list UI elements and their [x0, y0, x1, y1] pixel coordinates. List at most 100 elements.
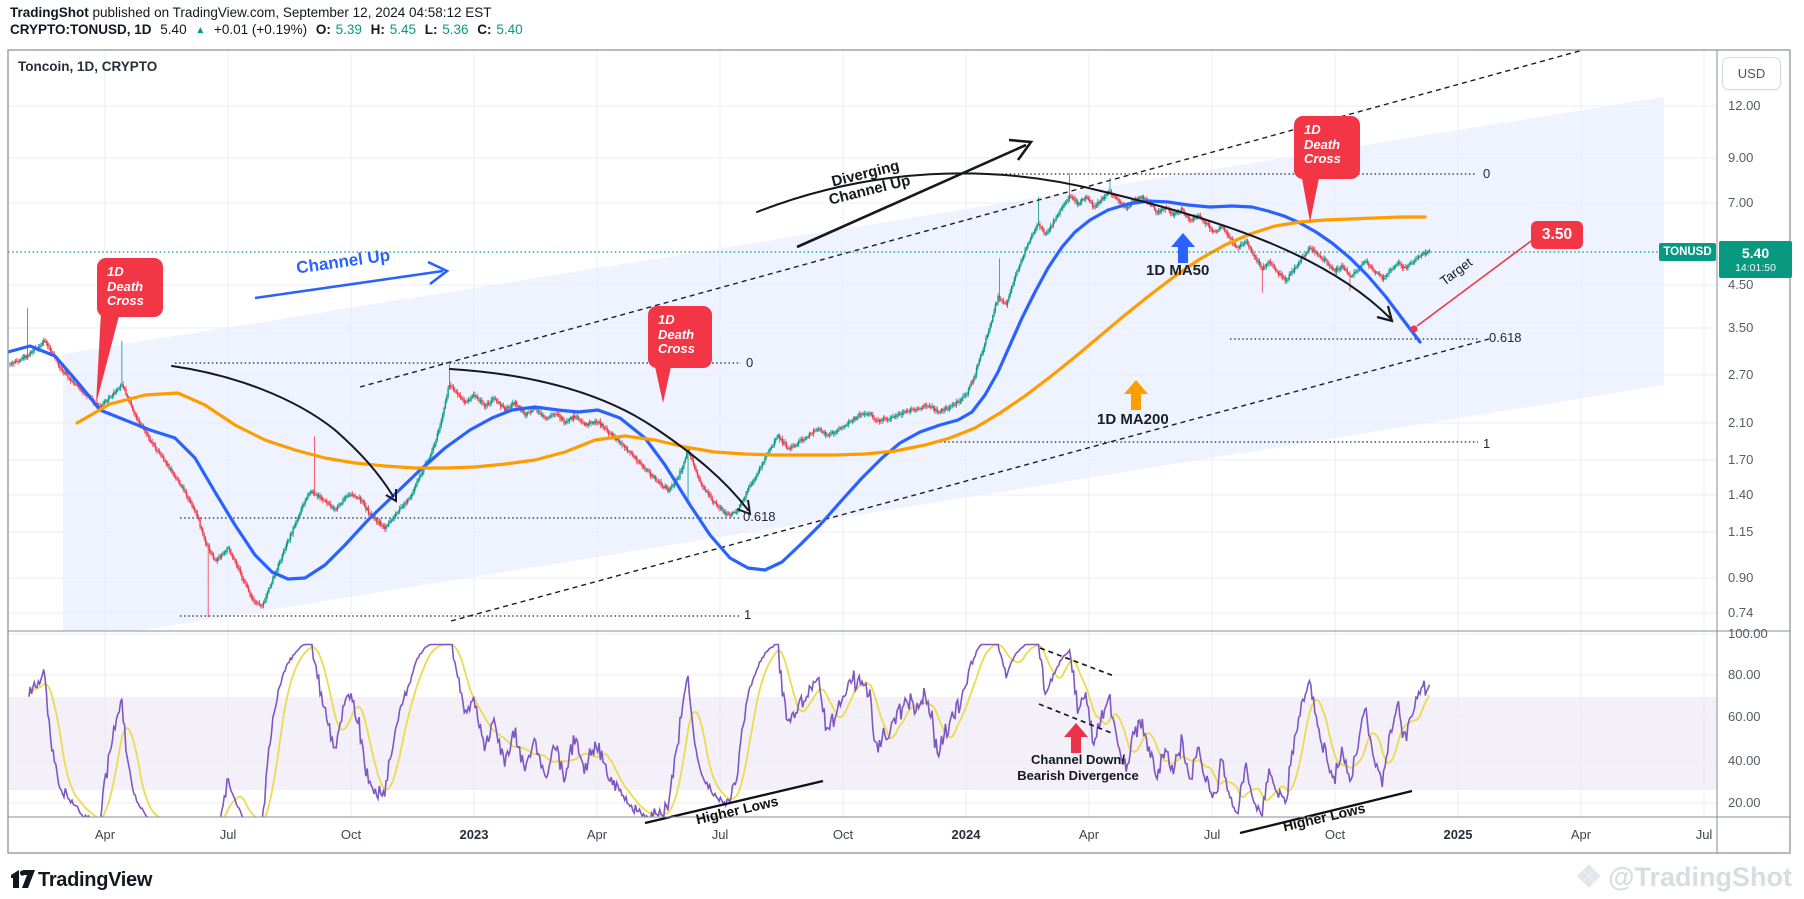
symbol-ohlc-row: CRYPTO:TONUSD, 1D 5.40 ▲ +0.01 (+0.19%) … — [10, 22, 528, 37]
author-name: TradingShot — [10, 5, 89, 20]
ma200-line — [75, 215, 1427, 470]
time-axis-tick: Oct — [340, 827, 362, 842]
watermark-text: @TradingShot — [1608, 862, 1792, 892]
fib-mid-0618: 0.618 — [743, 509, 776, 524]
bearish-divergence-arrow — [1064, 723, 1088, 753]
death-cross-callout-left[interactable]: 1D Death Cross — [97, 258, 163, 317]
time-axis-tick: Jul — [1695, 827, 1713, 842]
time-axis-tick: 2023 — [459, 827, 489, 842]
diverging-channel-upper-line — [359, 50, 1584, 388]
candlestick-series — [9, 173, 1431, 618]
close-label: C: — [477, 22, 492, 37]
time-axis-tick: Oct — [1324, 827, 1346, 842]
high-label: H: — [370, 22, 385, 37]
target-projection-line — [1416, 240, 1532, 327]
price-axis-tick: 1.40 — [1728, 487, 1754, 502]
price-up-triangle-icon: ▲ — [195, 25, 206, 36]
symbol-price-flag: TONUSD — [1659, 243, 1716, 261]
rsi-ma-line — [28, 643, 1431, 817]
price-axis-tick: 0.74 — [1728, 605, 1754, 620]
time-axis-tick: 2024 — [951, 827, 981, 842]
rsi-axis-tick: 40.00 — [1728, 753, 1761, 768]
low-value: 5.36 — [442, 22, 469, 37]
rounding-top-arc-right — [756, 172, 1391, 319]
chart-legend: Toncoin, 1D, CRYPTO — [18, 59, 158, 74]
price-axis-tick: 9.00 — [1728, 150, 1754, 165]
rsi-line — [28, 643, 1431, 817]
higher-lows-line-right — [1239, 789, 1413, 835]
rsi-axis-tick: 60.00 — [1728, 709, 1761, 724]
price-axis-tick: 0.90 — [1728, 570, 1754, 585]
diverging-arrow — [796, 143, 1027, 249]
channel-up-arrow — [254, 269, 444, 300]
ma50-line — [8, 199, 1422, 581]
price-axis-tick: 2.70 — [1728, 367, 1754, 382]
arc-arrowhead — [1376, 305, 1394, 323]
fib-mid-0: 0 — [746, 355, 754, 370]
price-axis-tick: 4.50 — [1728, 277, 1754, 292]
rsi-30-70-band — [8, 697, 1717, 790]
close-value: 5.40 — [496, 22, 523, 37]
callout-tail — [654, 362, 672, 403]
price-axis-tick: 7.00 — [1728, 195, 1754, 210]
time-axis-tick: Jul — [1203, 827, 1221, 842]
author-watermark: ❖ @TradingShot — [1575, 860, 1792, 895]
target-projection-dot — [1410, 325, 1418, 333]
time-axis-tick: Apr — [586, 827, 608, 842]
fib-right-0618: 0.618 — [1489, 330, 1522, 345]
death-cross-callout-mid[interactable]: 1D Death Cross — [648, 306, 712, 368]
fib-right-1: 1 — [1483, 436, 1491, 451]
time-axis-tick: Jul — [219, 827, 237, 842]
price-axis-tick: 1.70 — [1728, 452, 1754, 467]
rounding-top-arc-mid — [449, 368, 749, 511]
price-axis-tick: 1.15 — [1728, 524, 1754, 539]
watermark-logo-icon: ❖ — [1575, 861, 1603, 894]
callout-tail — [1301, 173, 1320, 222]
higher-lows-line-left — [644, 779, 824, 825]
time-axis-tick: Oct — [832, 827, 854, 842]
price-axis-tick: 12.00 — [1728, 98, 1761, 113]
tradingview-logo-icon[interactable] — [10, 869, 36, 893]
time-axis-tick: Apr — [1570, 827, 1592, 842]
time-axis-tick: 2025 — [1443, 827, 1473, 842]
arc-arrowhead — [736, 499, 752, 516]
last-price-value: 5.40 — [1741, 245, 1770, 262]
tradingview-brand-text[interactable]: TradingView — [38, 869, 153, 891]
open-value: 5.39 — [335, 22, 362, 37]
time-axis-tick: Apr — [1078, 827, 1100, 842]
price-axis-tick: 3.50 — [1728, 320, 1754, 335]
channel-up-arrowhead — [427, 260, 450, 286]
symbol-name: CRYPTO:TONUSD, 1D — [10, 22, 152, 37]
callout-tail — [96, 312, 120, 404]
high-value: 5.45 — [389, 22, 416, 37]
fib-right-0: 0 — [1483, 166, 1491, 181]
ma200-pointer-arrow — [1124, 380, 1148, 410]
rsi-divergence-lower-line — [1038, 703, 1115, 735]
chart-frame — [7, 49, 1791, 854]
time-axis-tick: Apr — [94, 827, 116, 842]
time-axis-tick: Jul — [711, 827, 729, 842]
ma50-pointer-arrow — [1171, 233, 1195, 263]
diverging-arrowhead — [1008, 138, 1034, 161]
ma50-label: 1D MA50 — [1146, 262, 1210, 279]
rounding-top-arc-left — [171, 365, 394, 497]
low-label: L: — [424, 22, 438, 37]
target-price-label[interactable]: 3.50 — [1531, 221, 1583, 249]
publish-info: published on TradingView.com, September … — [92, 5, 492, 20]
bar-countdown: 14:01:50 — [1735, 261, 1776, 274]
death-cross-callout-right[interactable]: 1D Death Cross — [1294, 116, 1360, 179]
arc-arrowhead — [385, 489, 397, 503]
fib-mid-1: 1 — [744, 607, 752, 622]
publish-header: TradingShot published on TradingView.com… — [10, 5, 492, 20]
rsi-axis-tick: 100.00 — [1728, 626, 1768, 641]
last-price: 5.40 — [160, 22, 187, 37]
price-axis-tick: 2.10 — [1728, 415, 1754, 430]
ma200-label: 1D MA200 — [1097, 411, 1169, 428]
rsi-divergence-upper-line — [1039, 647, 1115, 677]
price-change: +0.01 (+0.19%) — [214, 22, 308, 37]
open-label: O: — [315, 22, 331, 37]
last-price-chip: 5.40 14:01:50 — [1719, 241, 1792, 278]
currency-button[interactable]: USD — [1722, 57, 1781, 90]
